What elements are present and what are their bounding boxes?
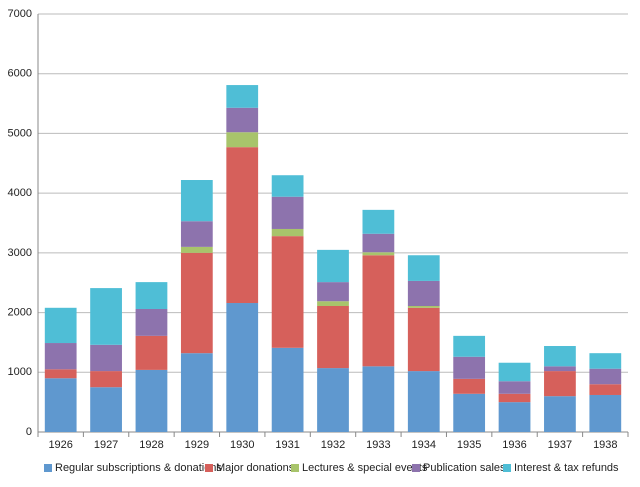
x-tick-label: 1936 [502,439,526,451]
bar-segment [453,356,486,379]
bar-segment [226,147,259,304]
bar-segment [544,396,576,432]
bar-segment [90,344,122,372]
bar-segment [271,347,304,432]
y-tick-label: 7000 [8,8,32,20]
bar-segment [407,307,440,372]
x-tick-label: 1932 [321,439,345,451]
bar-segment [180,353,213,432]
bar-segment [90,387,122,432]
bar-segment [180,221,213,247]
legend-label: Major donations [216,462,295,474]
legend-label: Interest & tax refunds [514,462,619,474]
bar-segment [407,306,440,308]
bar-segment [226,85,259,108]
bar-segment [362,233,395,253]
bar-segment [44,307,77,344]
x-tick-label: 1933 [366,439,390,451]
bar-segment [90,288,122,345]
bar-segment [180,246,213,253]
y-tick-label: 1000 [8,366,32,378]
bar-segment [317,368,349,432]
bar-segment [544,366,576,372]
x-tick-label: 1930 [230,439,254,451]
y-tick-label: 5000 [8,127,32,139]
bar-segment [453,393,486,432]
bar-segment [135,282,168,309]
legend-swatch [503,464,511,472]
legend-swatch [412,464,420,472]
bar-segment [362,209,395,234]
bar-segment [407,371,440,432]
bar-segment [362,366,395,432]
bar-segment [271,236,304,348]
legend-swatch [44,464,52,472]
bar-segment [180,252,213,354]
bar-segment [589,353,622,369]
bar-segment [453,378,486,394]
legend-label: Regular subscriptions & donations [55,462,222,474]
x-tick-label: 1934 [412,439,436,451]
bar-segment [317,282,349,302]
bar-segment [44,343,77,370]
bar-segment [90,371,122,388]
bar-segment [226,107,259,133]
bar-segment [544,371,576,397]
bar-segment [362,255,395,367]
bar-segment [589,384,622,395]
x-tick-label: 1927 [94,439,118,451]
bar-segment [135,335,168,370]
bar-segment [226,303,259,432]
bar-segment [498,381,531,394]
bar-segment [44,369,77,379]
bar-segment [271,196,304,229]
bar-segment [226,132,259,148]
bar-segment [271,175,304,197]
bar-segment [317,301,349,307]
x-tick-label: 1926 [48,439,72,451]
bar-segment [317,306,349,369]
y-tick-label: 6000 [8,68,32,80]
bar-segment [135,369,168,432]
bar-segment [407,255,440,281]
bar-segment [362,252,395,256]
x-tick-label: 1929 [185,439,209,451]
bar-segment [589,368,622,385]
legend-swatch [205,464,213,472]
bar-segment [180,180,213,222]
y-tick-label: 4000 [8,187,32,199]
legend-swatch [291,464,299,472]
bar-segment [44,378,77,432]
bar-segment [498,393,531,403]
x-tick-label: 1938 [593,439,617,451]
legend-label: Lectures & special events [302,462,428,474]
x-tick-label: 1931 [275,439,299,451]
legend-label: Publication sales [423,462,506,474]
x-tick-label: 1937 [548,439,572,451]
bar-segment [498,402,531,432]
y-tick-label: 3000 [8,247,32,259]
bar-segment [589,394,622,432]
bar-segment [407,280,440,307]
bar-segment [271,228,304,237]
x-tick-label: 1935 [457,439,481,451]
bar-segment [317,249,349,283]
bar-segment [498,362,531,382]
y-tick-label: 0 [26,426,32,438]
bar-segment [453,335,486,357]
y-tick-label: 2000 [8,306,32,318]
x-tick-label: 1928 [139,439,163,451]
bar-segment [135,308,168,336]
bar-segment [544,346,576,367]
